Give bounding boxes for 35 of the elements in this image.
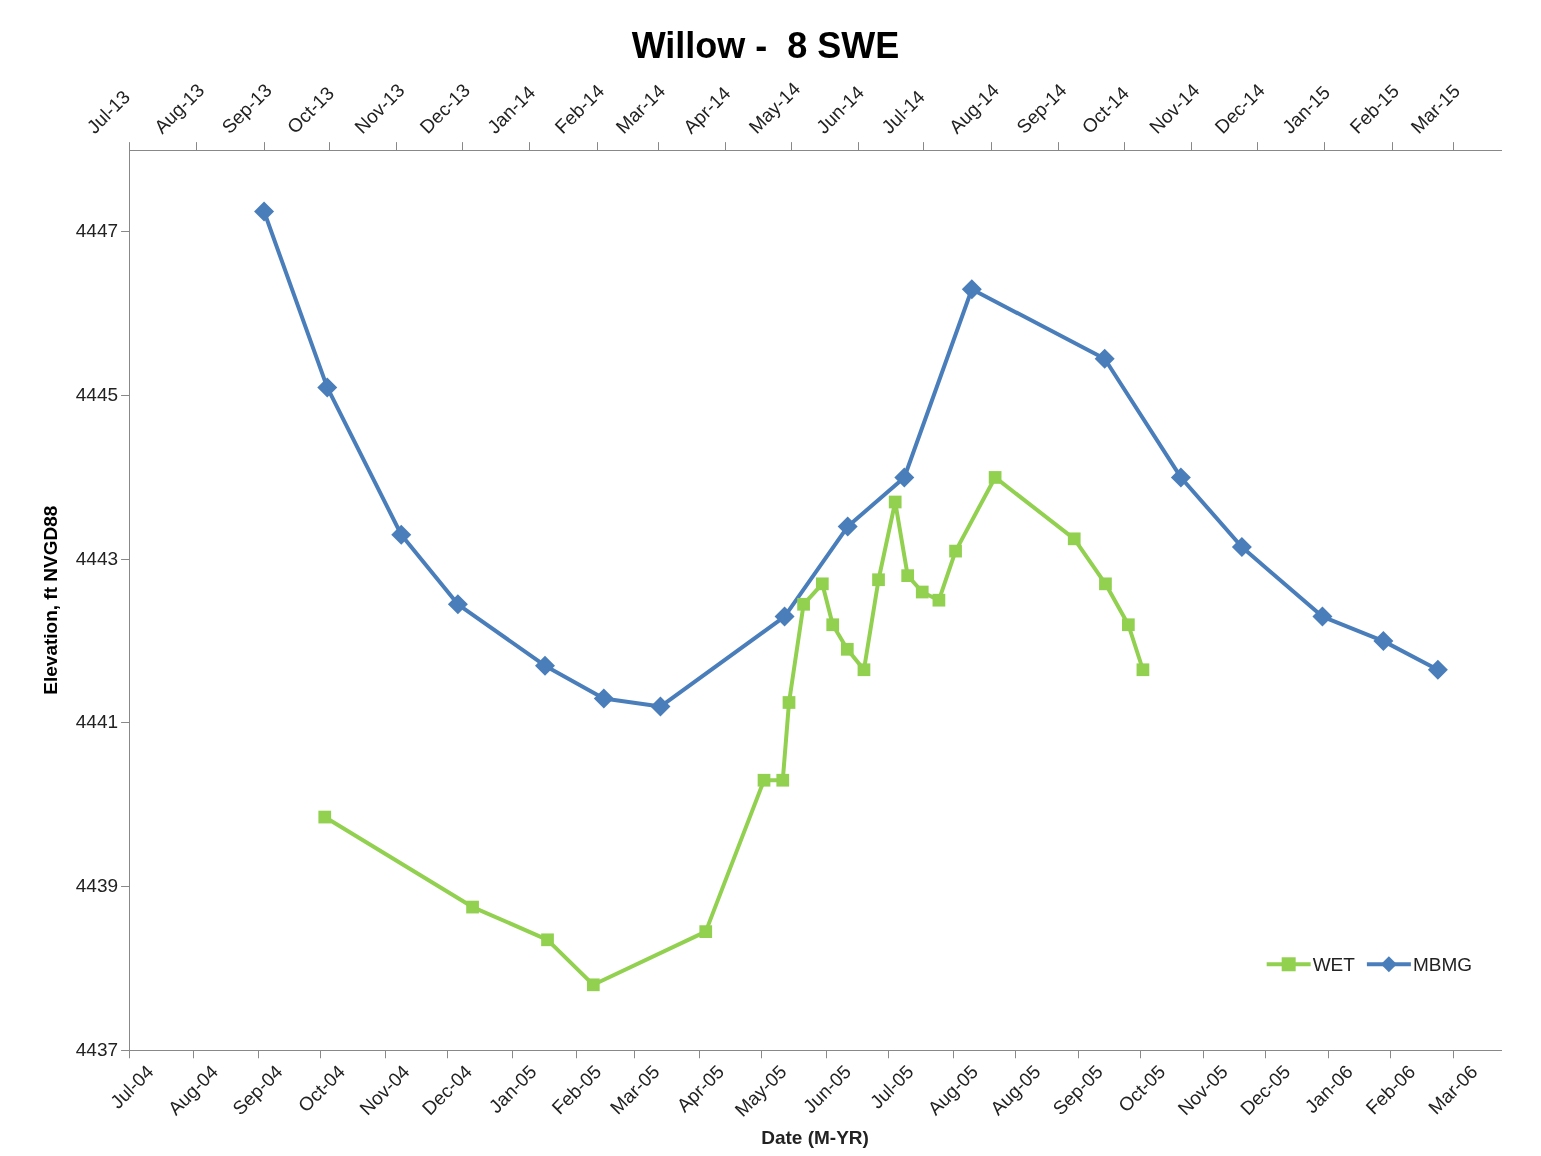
point bbox=[949, 544, 962, 558]
point bbox=[857, 663, 871, 677]
x-axis-title: Date (M-YR) bbox=[761, 1126, 869, 1148]
point bbox=[988, 471, 1002, 484]
point bbox=[915, 585, 929, 599]
chart-title: Willow - 8 SWE bbox=[631, 24, 900, 66]
point bbox=[1136, 663, 1150, 677]
y-tick-label: 4437 bbox=[75, 1038, 119, 1060]
point bbox=[466, 900, 479, 914]
y-tick-label: 4439 bbox=[75, 874, 119, 896]
point bbox=[782, 696, 796, 709]
y-tick-label: 4441 bbox=[75, 711, 119, 733]
point bbox=[932, 593, 946, 607]
y-axis-title: Elevation, ft NVGD88 bbox=[39, 505, 61, 695]
legend-label: WET bbox=[1312, 953, 1356, 975]
point bbox=[586, 978, 600, 992]
point bbox=[757, 773, 771, 787]
point bbox=[840, 642, 854, 656]
y-tick-label: 4447 bbox=[75, 220, 119, 242]
y-tick-label: 4445 bbox=[75, 383, 119, 405]
point bbox=[699, 925, 713, 938]
point bbox=[776, 773, 790, 787]
point bbox=[1121, 618, 1135, 632]
point bbox=[318, 810, 332, 824]
legend-label: MBMG bbox=[1412, 953, 1472, 975]
y-tick-label: 4443 bbox=[75, 547, 119, 569]
point bbox=[541, 933, 554, 947]
point bbox=[901, 569, 915, 583]
point bbox=[797, 597, 810, 611]
point bbox=[1067, 532, 1081, 546]
point bbox=[888, 495, 902, 509]
point bbox=[872, 573, 885, 587]
point bbox=[1099, 577, 1112, 591]
point bbox=[815, 577, 829, 591]
point bbox=[826, 618, 840, 632]
